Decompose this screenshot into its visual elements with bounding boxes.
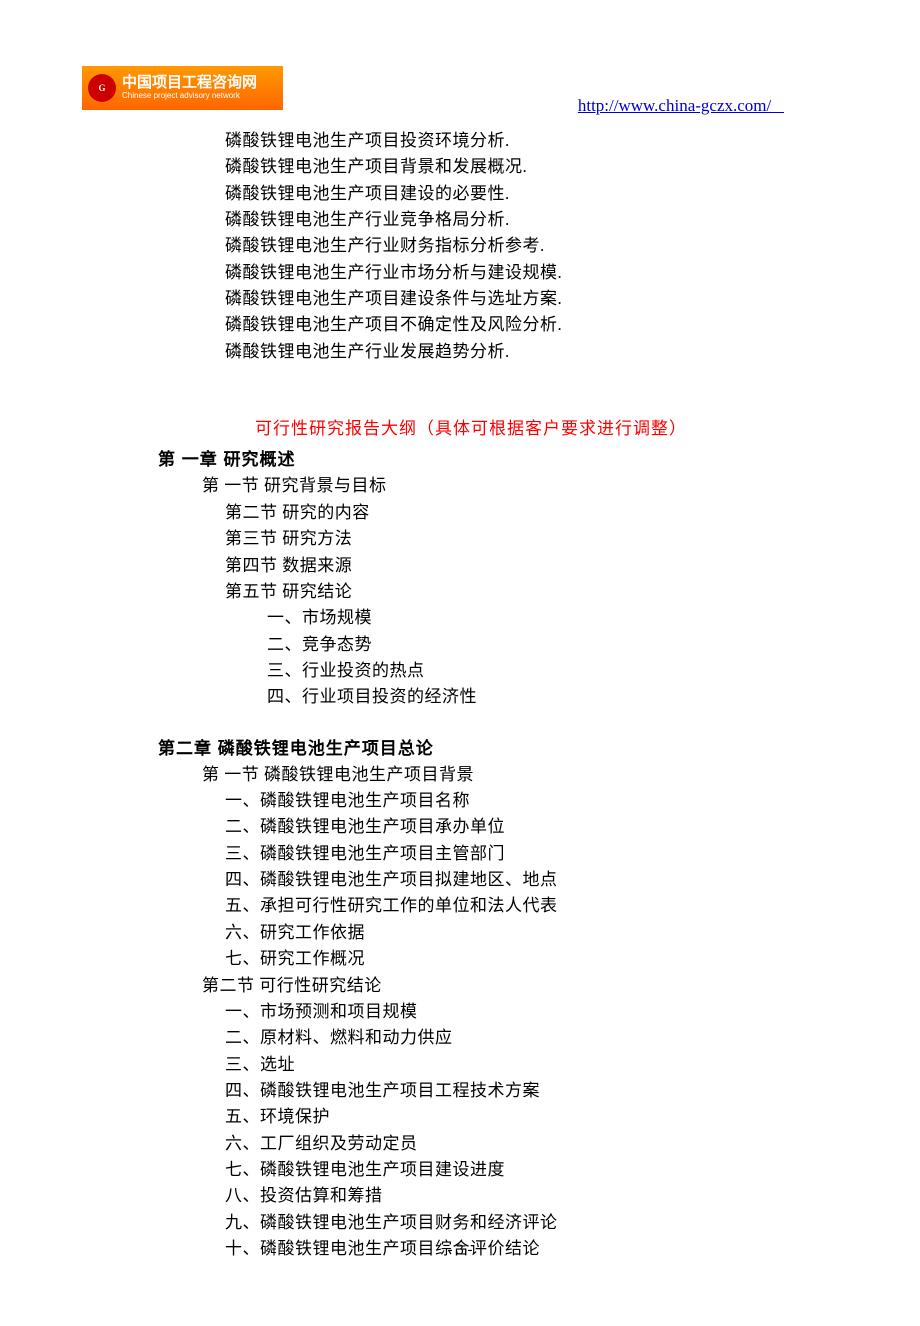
section-item: 第五节 研究结论 (225, 579, 784, 605)
section-item: 第四节 数据来源 (225, 553, 784, 579)
section-item: 第 一节 研究背景与目标 (202, 473, 784, 499)
section-item: 五、环境保护 (225, 1104, 784, 1130)
chapter-1: 第 一章 研究概述 第 一节 研究背景与目标 第二节 研究的内容 第三节 研究方… (158, 446, 784, 710)
section-item: 二、原材料、燃料和动力供应 (225, 1025, 784, 1051)
chapter-heading: 第二章 磷酸铁锂电池生产项目总论 (158, 735, 784, 762)
section-item: 第 一节 磷酸铁锂电池生产项目背景 (202, 762, 784, 788)
topic-item: 磷酸铁锂电池生产项目投资环境分析. (225, 128, 784, 154)
topic-list: 磷酸铁锂电池生产项目投资环境分析. 磷酸铁锂电池生产项目背景和发展概况. 磷酸铁… (225, 128, 784, 365)
section-item: 一、市场规模 (267, 605, 784, 631)
page-number: - 3 - (0, 1238, 920, 1262)
section-item: 七、磷酸铁锂电池生产项目建设进度 (225, 1157, 784, 1183)
section-item: 第二节 研究的内容 (225, 500, 784, 526)
topic-item: 磷酸铁锂电池生产项目建设条件与选址方案. (225, 286, 784, 312)
section-item: 九、磷酸铁锂电池生产项目财务和经济评论 (225, 1210, 784, 1236)
topic-item: 磷酸铁锂电池生产项目建设的必要性. (225, 181, 784, 207)
section-item: 五、承担可行性研究工作的单位和法人代表 (225, 893, 784, 919)
topic-item: 磷酸铁锂电池生产行业市场分析与建设规模. (225, 260, 784, 286)
topic-item: 磷酸铁锂电池生产项目不确定性及风险分析. (225, 312, 784, 338)
section-item: 四、行业项目投资的经济性 (267, 684, 784, 710)
topic-item: 磷酸铁锂电池生产行业财务指标分析参考. (225, 233, 784, 259)
section-item: 八、投资估算和筹措 (225, 1183, 784, 1209)
section-item: 二、竞争态势 (267, 632, 784, 658)
section-item: 七、研究工作概况 (225, 946, 784, 972)
section-item: 三、选址 (225, 1052, 784, 1078)
section-item: 二、磷酸铁锂电池生产项目承办单位 (225, 814, 784, 840)
outline-title: 可行性研究报告大纲（具体可根据客户要求进行调整） (158, 415, 784, 442)
section-item: 第二节 可行性研究结论 (202, 973, 784, 999)
topic-item: 磷酸铁锂电池生产行业发展趋势分析. (225, 339, 784, 365)
section-item: 第三节 研究方法 (225, 526, 784, 552)
chapter-2: 第二章 磷酸铁锂电池生产项目总论 第 一节 磷酸铁锂电池生产项目背景 一、磷酸铁… (158, 735, 784, 1263)
section-item: 一、市场预测和项目规模 (225, 999, 784, 1025)
section-item: 六、工厂组织及劳动定员 (225, 1131, 784, 1157)
section-item: 四、磷酸铁锂电池生产项目工程技术方案 (225, 1078, 784, 1104)
section-item: 三、行业投资的热点 (267, 658, 784, 684)
section-item: 四、磷酸铁锂电池生产项目拟建地区、地点 (225, 867, 784, 893)
topic-item: 磷酸铁锂电池生产行业竞争格局分析. (225, 207, 784, 233)
section-item: 三、磷酸铁锂电池生产项目主管部门 (225, 841, 784, 867)
section-item: 一、磷酸铁锂电池生产项目名称 (225, 788, 784, 814)
page-content: 磷酸铁锂电池生产项目投资环境分析. 磷酸铁锂电池生产项目背景和发展概况. 磷酸铁… (0, 0, 920, 1326)
chapter-heading: 第 一章 研究概述 (158, 446, 784, 473)
topic-item: 磷酸铁锂电池生产项目背景和发展概况. (225, 154, 784, 180)
section-item: 六、研究工作依据 (225, 920, 784, 946)
